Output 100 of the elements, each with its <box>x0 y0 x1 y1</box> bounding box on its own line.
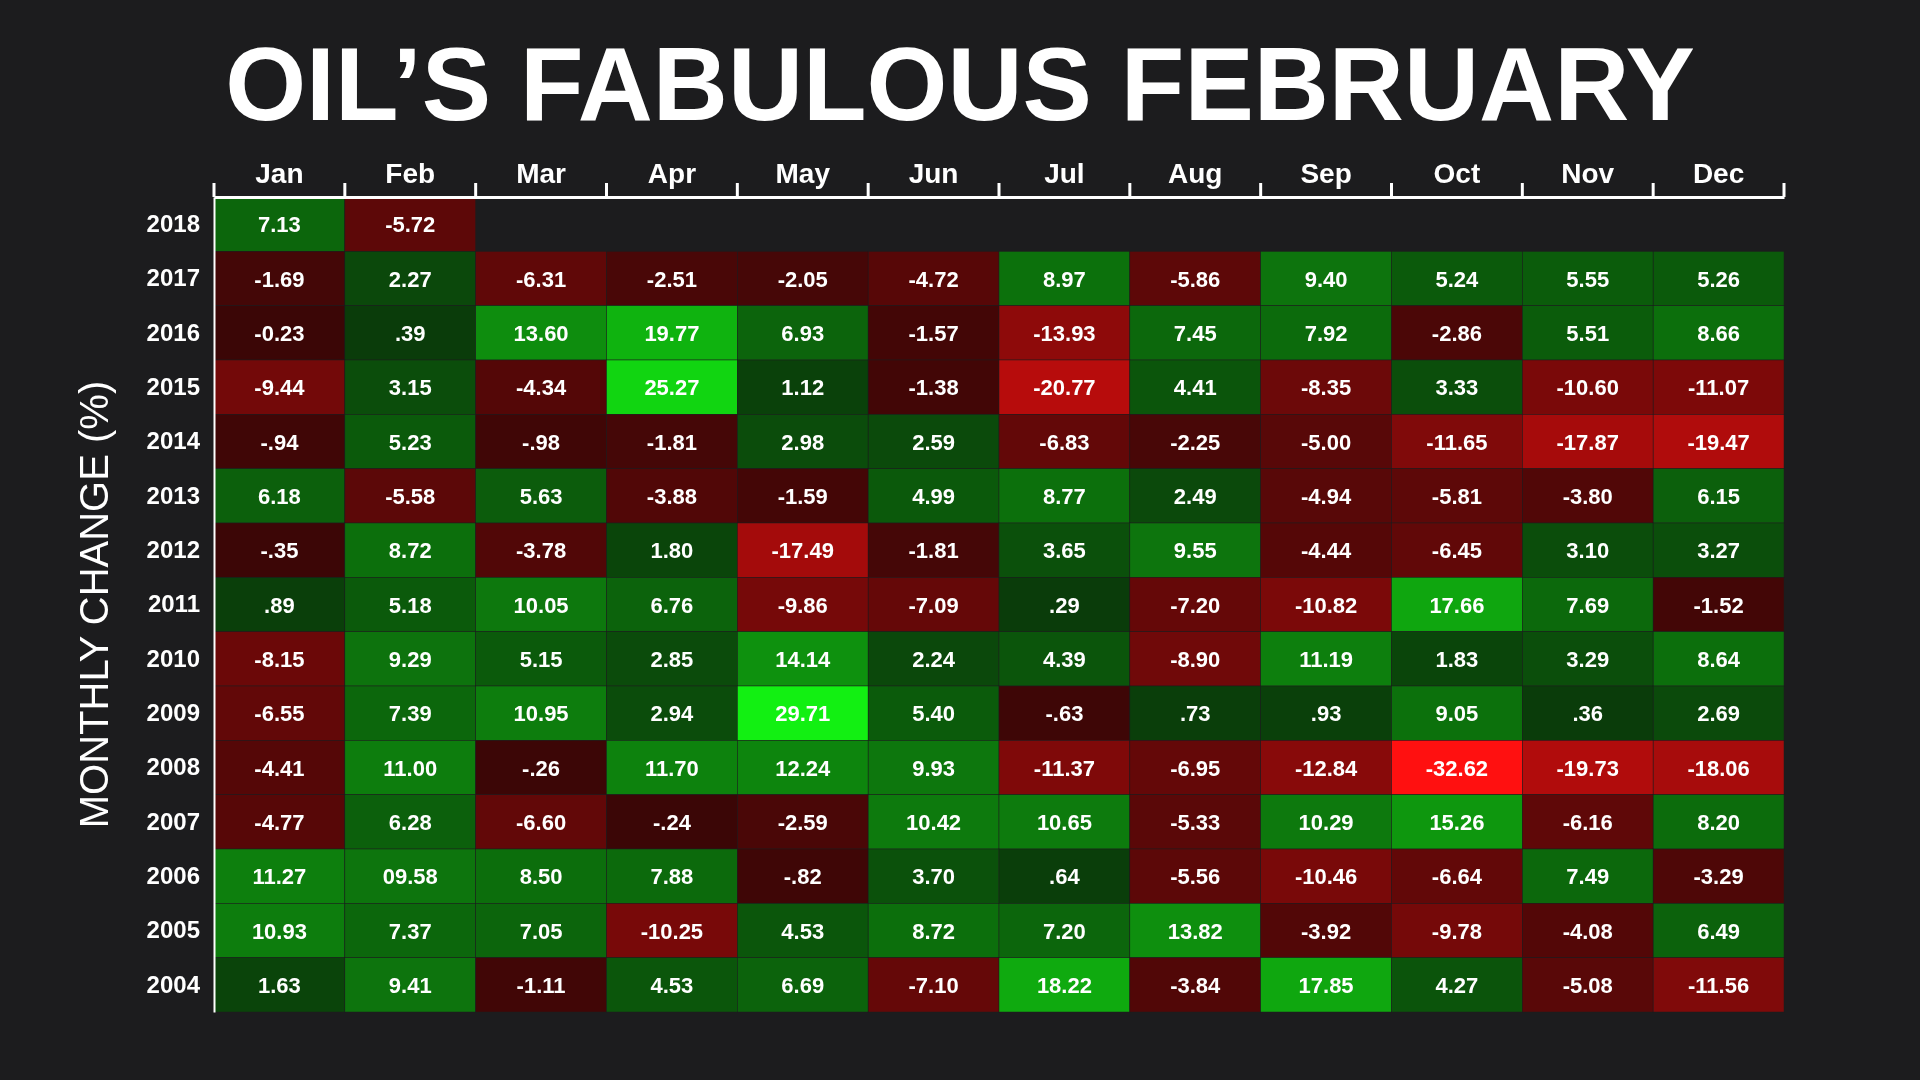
data-label: 25.27 <box>644 375 700 401</box>
data-label: -.98 <box>522 429 561 455</box>
data-label: -7.20 <box>1170 592 1221 618</box>
data-label: .36 <box>1572 701 1604 727</box>
data-label: -.63 <box>1045 701 1084 727</box>
data-label: -17.49 <box>771 538 834 564</box>
data-label: -9.78 <box>1431 918 1482 944</box>
data-label: 8.20 <box>1697 809 1740 835</box>
chart-title: OIL’S FABULOUS FEBRUARY <box>225 26 1695 142</box>
data-label: 8.72 <box>912 918 955 944</box>
data-label: 6.93 <box>781 320 825 346</box>
data-label: -5.72 <box>385 212 436 238</box>
data-label: -9.44 <box>254 375 306 401</box>
data-label: 9.93 <box>912 755 955 781</box>
data-label: 09.58 <box>382 864 438 890</box>
data-label: 1.80 <box>650 538 694 564</box>
data-label: -12.84 <box>1294 755 1359 781</box>
data-label: 5.15 <box>519 646 563 672</box>
data-label: -11.56 <box>1688 972 1750 998</box>
data-label: 7.20 <box>1043 918 1086 944</box>
y-tick-label: 2017 <box>146 264 200 292</box>
data-label: -7.09 <box>908 592 959 618</box>
data-label: -8.35 <box>1301 375 1352 401</box>
data-label: 5.26 <box>1697 266 1740 292</box>
x-tick-label: Oct <box>1433 158 1481 189</box>
data-label: -1.69 <box>254 266 305 292</box>
data-label: 6.76 <box>650 592 694 618</box>
data-label: -4.94 <box>1301 483 1352 509</box>
data-label: 10.95 <box>513 701 569 727</box>
data-label: .29 <box>1049 592 1080 618</box>
data-label: -6.60 <box>516 809 567 835</box>
data-label: 2.27 <box>388 266 432 292</box>
data-label: 17.85 <box>1298 972 1354 998</box>
data-label: 18.22 <box>1036 972 1092 998</box>
data-label: -11.07 <box>1688 375 1750 401</box>
data-label: -3.84 <box>1170 972 1222 998</box>
data-label: 13.60 <box>513 320 569 346</box>
data-label: 15.26 <box>1429 809 1485 835</box>
data-label: -0.23 <box>254 320 305 346</box>
data-label: 3.70 <box>912 864 955 890</box>
x-tick-label: Aug <box>1168 158 1223 189</box>
data-label: 10.93 <box>251 918 307 944</box>
data-label: 2.94 <box>650 701 695 727</box>
data-label: -11.37 <box>1033 755 1095 781</box>
data-label: 11.00 <box>383 755 438 781</box>
data-label: -18.06 <box>1687 755 1750 781</box>
data-label: -3.92 <box>1301 918 1352 944</box>
data-label: 2.49 <box>1173 483 1217 509</box>
data-label: 4.53 <box>650 972 694 998</box>
data-label: -1.81 <box>908 538 959 564</box>
data-label: 4.27 <box>1435 972 1479 998</box>
data-label: -7.10 <box>908 972 959 998</box>
data-label: -2.59 <box>777 809 828 835</box>
y-tick-label: 2006 <box>146 861 200 889</box>
data-label: -1.81 <box>646 429 697 455</box>
y-tick-label: 2007 <box>146 807 200 835</box>
data-label: 6.18 <box>258 483 301 509</box>
data-label: -2.51 <box>646 266 697 292</box>
data-label: -.82 <box>783 864 822 890</box>
data-label: -6.95 <box>1170 755 1221 781</box>
data-label: -5.58 <box>385 483 436 509</box>
data-label: 5.55 <box>1566 266 1610 292</box>
data-label: -.35 <box>260 538 299 564</box>
data-label: 7.45 <box>1173 320 1217 346</box>
data-label: 2.85 <box>650 646 694 672</box>
data-label: 11.70 <box>644 755 699 781</box>
y-tick-label: 2008 <box>146 753 200 781</box>
y-tick-label: 2014 <box>146 427 201 455</box>
data-label: -2.05 <box>777 266 828 292</box>
data-label: 2.98 <box>781 429 825 455</box>
data-label: -17.87 <box>1556 429 1619 455</box>
data-label: .64 <box>1049 864 1081 890</box>
data-label: 17.66 <box>1429 592 1485 618</box>
data-label: 7.39 <box>388 701 432 727</box>
data-label: -3.29 <box>1693 864 1744 890</box>
data-label: 7.13 <box>258 212 301 238</box>
data-label: 19.77 <box>644 320 700 346</box>
data-label: -5.56 <box>1170 864 1221 890</box>
data-label: 4.99 <box>912 483 955 509</box>
x-tick-label: May <box>775 158 831 189</box>
data-label: -4.34 <box>516 375 567 401</box>
x-tick-label: Nov <box>1561 158 1615 189</box>
data-label: 3.29 <box>1566 646 1610 672</box>
data-label: -6.55 <box>254 701 305 727</box>
data-label: -1.59 <box>777 483 828 509</box>
y-tick-label: 2005 <box>146 916 200 944</box>
data-label: -13.93 <box>1033 320 1096 346</box>
x-tick-label: Dec <box>1692 158 1745 189</box>
x-tick-label: Jan <box>255 158 304 189</box>
data-label: -.26 <box>522 755 561 781</box>
data-label: 7.69 <box>1566 592 1610 618</box>
data-label: -10.60 <box>1556 375 1619 401</box>
data-label: 9.29 <box>388 646 432 672</box>
data-label: 3.10 <box>1566 538 1610 564</box>
data-label: 5.63 <box>519 483 563 509</box>
data-label: 3.65 <box>1043 538 1086 564</box>
data-label: -2.86 <box>1431 320 1482 346</box>
data-label: 9.40 <box>1304 266 1348 292</box>
data-label: .39 <box>394 320 426 346</box>
data-label: -5.86 <box>1170 266 1221 292</box>
